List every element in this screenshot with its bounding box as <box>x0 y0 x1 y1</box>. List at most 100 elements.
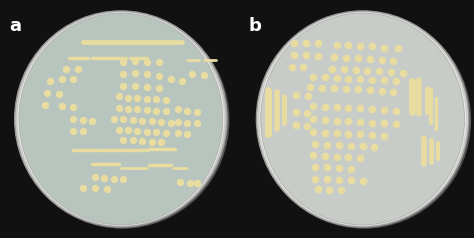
Point <box>309 130 317 134</box>
Point <box>366 88 374 92</box>
Point <box>292 123 300 127</box>
Point <box>368 107 376 111</box>
Point <box>380 108 388 112</box>
Point <box>333 76 340 80</box>
Point <box>100 176 108 180</box>
Point <box>115 94 122 98</box>
Point <box>183 132 191 136</box>
Point <box>380 121 388 125</box>
Point <box>143 72 151 76</box>
Point <box>119 118 127 121</box>
Ellipse shape <box>19 13 223 225</box>
Point <box>110 177 118 180</box>
Point <box>119 138 127 142</box>
Point <box>124 96 132 99</box>
Point <box>392 79 400 83</box>
Point <box>41 103 49 107</box>
Point <box>134 129 141 133</box>
Point <box>380 79 388 82</box>
Point <box>143 97 151 101</box>
Point <box>79 118 87 122</box>
Point <box>333 105 340 109</box>
Point <box>311 165 319 169</box>
Point <box>129 139 137 142</box>
Point <box>345 132 352 136</box>
Point <box>292 110 300 114</box>
Point <box>290 41 298 45</box>
Point <box>183 109 191 113</box>
Point <box>119 72 127 76</box>
Point <box>179 79 186 83</box>
Point <box>162 109 170 113</box>
Point <box>70 129 77 133</box>
Point <box>335 166 343 170</box>
Point <box>326 188 333 192</box>
Point <box>143 130 151 134</box>
Point <box>155 86 163 90</box>
Point <box>345 155 352 159</box>
Point <box>119 60 127 64</box>
Point <box>58 77 65 80</box>
Point <box>345 77 352 80</box>
Point <box>340 68 347 71</box>
Point <box>188 72 196 76</box>
Point <box>167 121 174 124</box>
Point <box>319 86 326 89</box>
Point <box>155 60 163 64</box>
Point <box>167 77 174 80</box>
Point <box>347 178 355 182</box>
Point <box>115 106 122 110</box>
Ellipse shape <box>18 12 224 226</box>
Point <box>309 75 317 79</box>
Point <box>58 104 65 108</box>
Point <box>333 131 340 135</box>
Point <box>345 43 352 47</box>
Point <box>347 144 355 148</box>
Point <box>91 175 99 179</box>
Point <box>186 181 193 185</box>
Point <box>356 77 364 81</box>
Point <box>124 129 132 132</box>
Point <box>342 56 350 60</box>
Point <box>380 134 388 138</box>
Point <box>193 110 201 114</box>
Point <box>390 90 397 94</box>
Point <box>200 73 208 77</box>
Point <box>138 119 146 123</box>
Point <box>143 85 151 89</box>
Point <box>304 94 312 98</box>
Point <box>162 131 170 135</box>
Point <box>55 92 63 96</box>
Point <box>79 186 87 190</box>
Point <box>345 119 352 123</box>
Point <box>359 179 366 183</box>
Point <box>119 84 127 88</box>
Point <box>368 78 376 82</box>
Point <box>174 120 182 124</box>
Point <box>302 53 310 57</box>
Point <box>119 177 127 181</box>
Point <box>314 54 321 58</box>
Point <box>321 118 328 122</box>
Point <box>342 87 350 91</box>
Point <box>174 108 182 111</box>
Ellipse shape <box>259 12 466 226</box>
Point <box>155 74 163 78</box>
Point <box>364 69 371 73</box>
Ellipse shape <box>257 12 471 229</box>
Point <box>323 143 331 147</box>
Point <box>124 107 132 111</box>
Point <box>321 105 328 109</box>
Point <box>46 79 54 83</box>
Point <box>44 91 51 95</box>
Point <box>333 155 340 159</box>
Point <box>366 57 374 61</box>
Point <box>302 41 310 45</box>
Point <box>399 71 407 74</box>
Point <box>309 104 317 108</box>
Point <box>356 106 364 110</box>
Point <box>70 77 77 81</box>
Point <box>134 108 141 111</box>
Point <box>309 118 317 121</box>
Ellipse shape <box>256 11 469 227</box>
